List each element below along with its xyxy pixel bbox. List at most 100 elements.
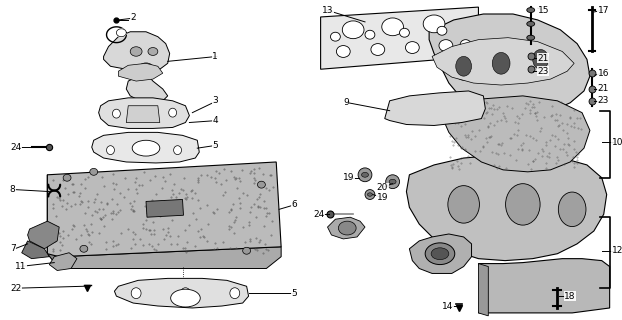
Ellipse shape — [506, 184, 540, 225]
Text: 12: 12 — [611, 246, 622, 255]
Polygon shape — [126, 106, 160, 123]
Text: 17: 17 — [598, 5, 610, 14]
Polygon shape — [409, 234, 471, 274]
Polygon shape — [146, 199, 183, 217]
Polygon shape — [114, 278, 249, 308]
Text: 19: 19 — [377, 193, 388, 202]
Text: 11: 11 — [15, 262, 26, 271]
Ellipse shape — [456, 56, 471, 76]
Polygon shape — [104, 32, 170, 103]
Text: 6: 6 — [291, 200, 297, 209]
Ellipse shape — [130, 47, 142, 56]
Polygon shape — [328, 217, 365, 239]
Ellipse shape — [368, 193, 373, 196]
Text: 20: 20 — [377, 183, 388, 192]
Ellipse shape — [80, 245, 88, 252]
Text: 15: 15 — [537, 5, 549, 14]
Text: 4: 4 — [212, 116, 218, 125]
Ellipse shape — [361, 172, 368, 177]
Ellipse shape — [63, 174, 71, 181]
Polygon shape — [116, 29, 126, 37]
Ellipse shape — [142, 109, 150, 118]
Text: 23: 23 — [537, 67, 549, 76]
Text: 14: 14 — [442, 301, 453, 310]
Text: 23: 23 — [598, 96, 609, 105]
Ellipse shape — [338, 221, 356, 235]
Polygon shape — [118, 63, 163, 81]
Text: 16: 16 — [598, 69, 610, 78]
Polygon shape — [320, 7, 478, 69]
Polygon shape — [442, 96, 590, 172]
Ellipse shape — [425, 243, 455, 265]
Ellipse shape — [460, 40, 471, 50]
Text: 13: 13 — [322, 5, 333, 14]
Ellipse shape — [527, 21, 535, 26]
Ellipse shape — [258, 181, 266, 188]
Ellipse shape — [342, 21, 364, 39]
Polygon shape — [47, 175, 59, 268]
Polygon shape — [406, 155, 606, 260]
Polygon shape — [432, 38, 574, 85]
Text: 9: 9 — [343, 98, 349, 107]
Text: 2: 2 — [130, 13, 136, 22]
Ellipse shape — [148, 48, 158, 55]
Ellipse shape — [423, 15, 445, 33]
Text: 24: 24 — [10, 143, 21, 152]
Ellipse shape — [180, 288, 190, 299]
Ellipse shape — [527, 8, 535, 12]
Ellipse shape — [365, 30, 375, 39]
Polygon shape — [385, 91, 485, 125]
Polygon shape — [99, 98, 190, 128]
Text: 5: 5 — [212, 141, 218, 150]
Polygon shape — [478, 264, 488, 316]
Ellipse shape — [559, 192, 586, 227]
Text: 22: 22 — [10, 284, 21, 293]
Ellipse shape — [131, 288, 141, 299]
Text: 10: 10 — [611, 138, 622, 147]
Ellipse shape — [492, 52, 510, 74]
Text: 18: 18 — [564, 292, 576, 300]
Ellipse shape — [169, 108, 177, 117]
Ellipse shape — [389, 179, 396, 184]
Polygon shape — [478, 259, 610, 313]
Polygon shape — [27, 221, 59, 249]
Ellipse shape — [437, 26, 447, 35]
Polygon shape — [429, 14, 590, 116]
Text: 24: 24 — [313, 210, 325, 219]
Text: 21: 21 — [598, 84, 609, 93]
Ellipse shape — [243, 247, 251, 254]
Ellipse shape — [365, 189, 375, 199]
Ellipse shape — [527, 35, 535, 40]
Ellipse shape — [330, 32, 340, 41]
Ellipse shape — [142, 146, 150, 155]
Ellipse shape — [138, 63, 154, 76]
Ellipse shape — [371, 44, 385, 55]
Polygon shape — [59, 247, 281, 268]
Ellipse shape — [530, 45, 552, 73]
Text: 3: 3 — [212, 96, 218, 105]
Ellipse shape — [532, 50, 549, 69]
Ellipse shape — [230, 288, 239, 299]
Text: 19: 19 — [343, 173, 355, 182]
Ellipse shape — [382, 18, 404, 36]
Polygon shape — [22, 241, 49, 259]
Ellipse shape — [337, 45, 350, 57]
Ellipse shape — [386, 175, 399, 188]
Text: 21: 21 — [537, 54, 549, 63]
Ellipse shape — [113, 109, 120, 118]
Ellipse shape — [174, 146, 182, 155]
Ellipse shape — [170, 289, 200, 307]
Ellipse shape — [399, 28, 409, 37]
Ellipse shape — [106, 146, 114, 155]
Ellipse shape — [90, 168, 98, 175]
Polygon shape — [47, 162, 281, 257]
Ellipse shape — [406, 42, 419, 53]
Polygon shape — [49, 253, 77, 270]
Ellipse shape — [448, 186, 480, 223]
Text: 1: 1 — [212, 52, 218, 61]
Ellipse shape — [358, 168, 372, 182]
Ellipse shape — [453, 52, 475, 80]
Text: 5: 5 — [291, 289, 297, 298]
Text: 8: 8 — [10, 185, 16, 194]
Text: 7: 7 — [10, 244, 16, 253]
